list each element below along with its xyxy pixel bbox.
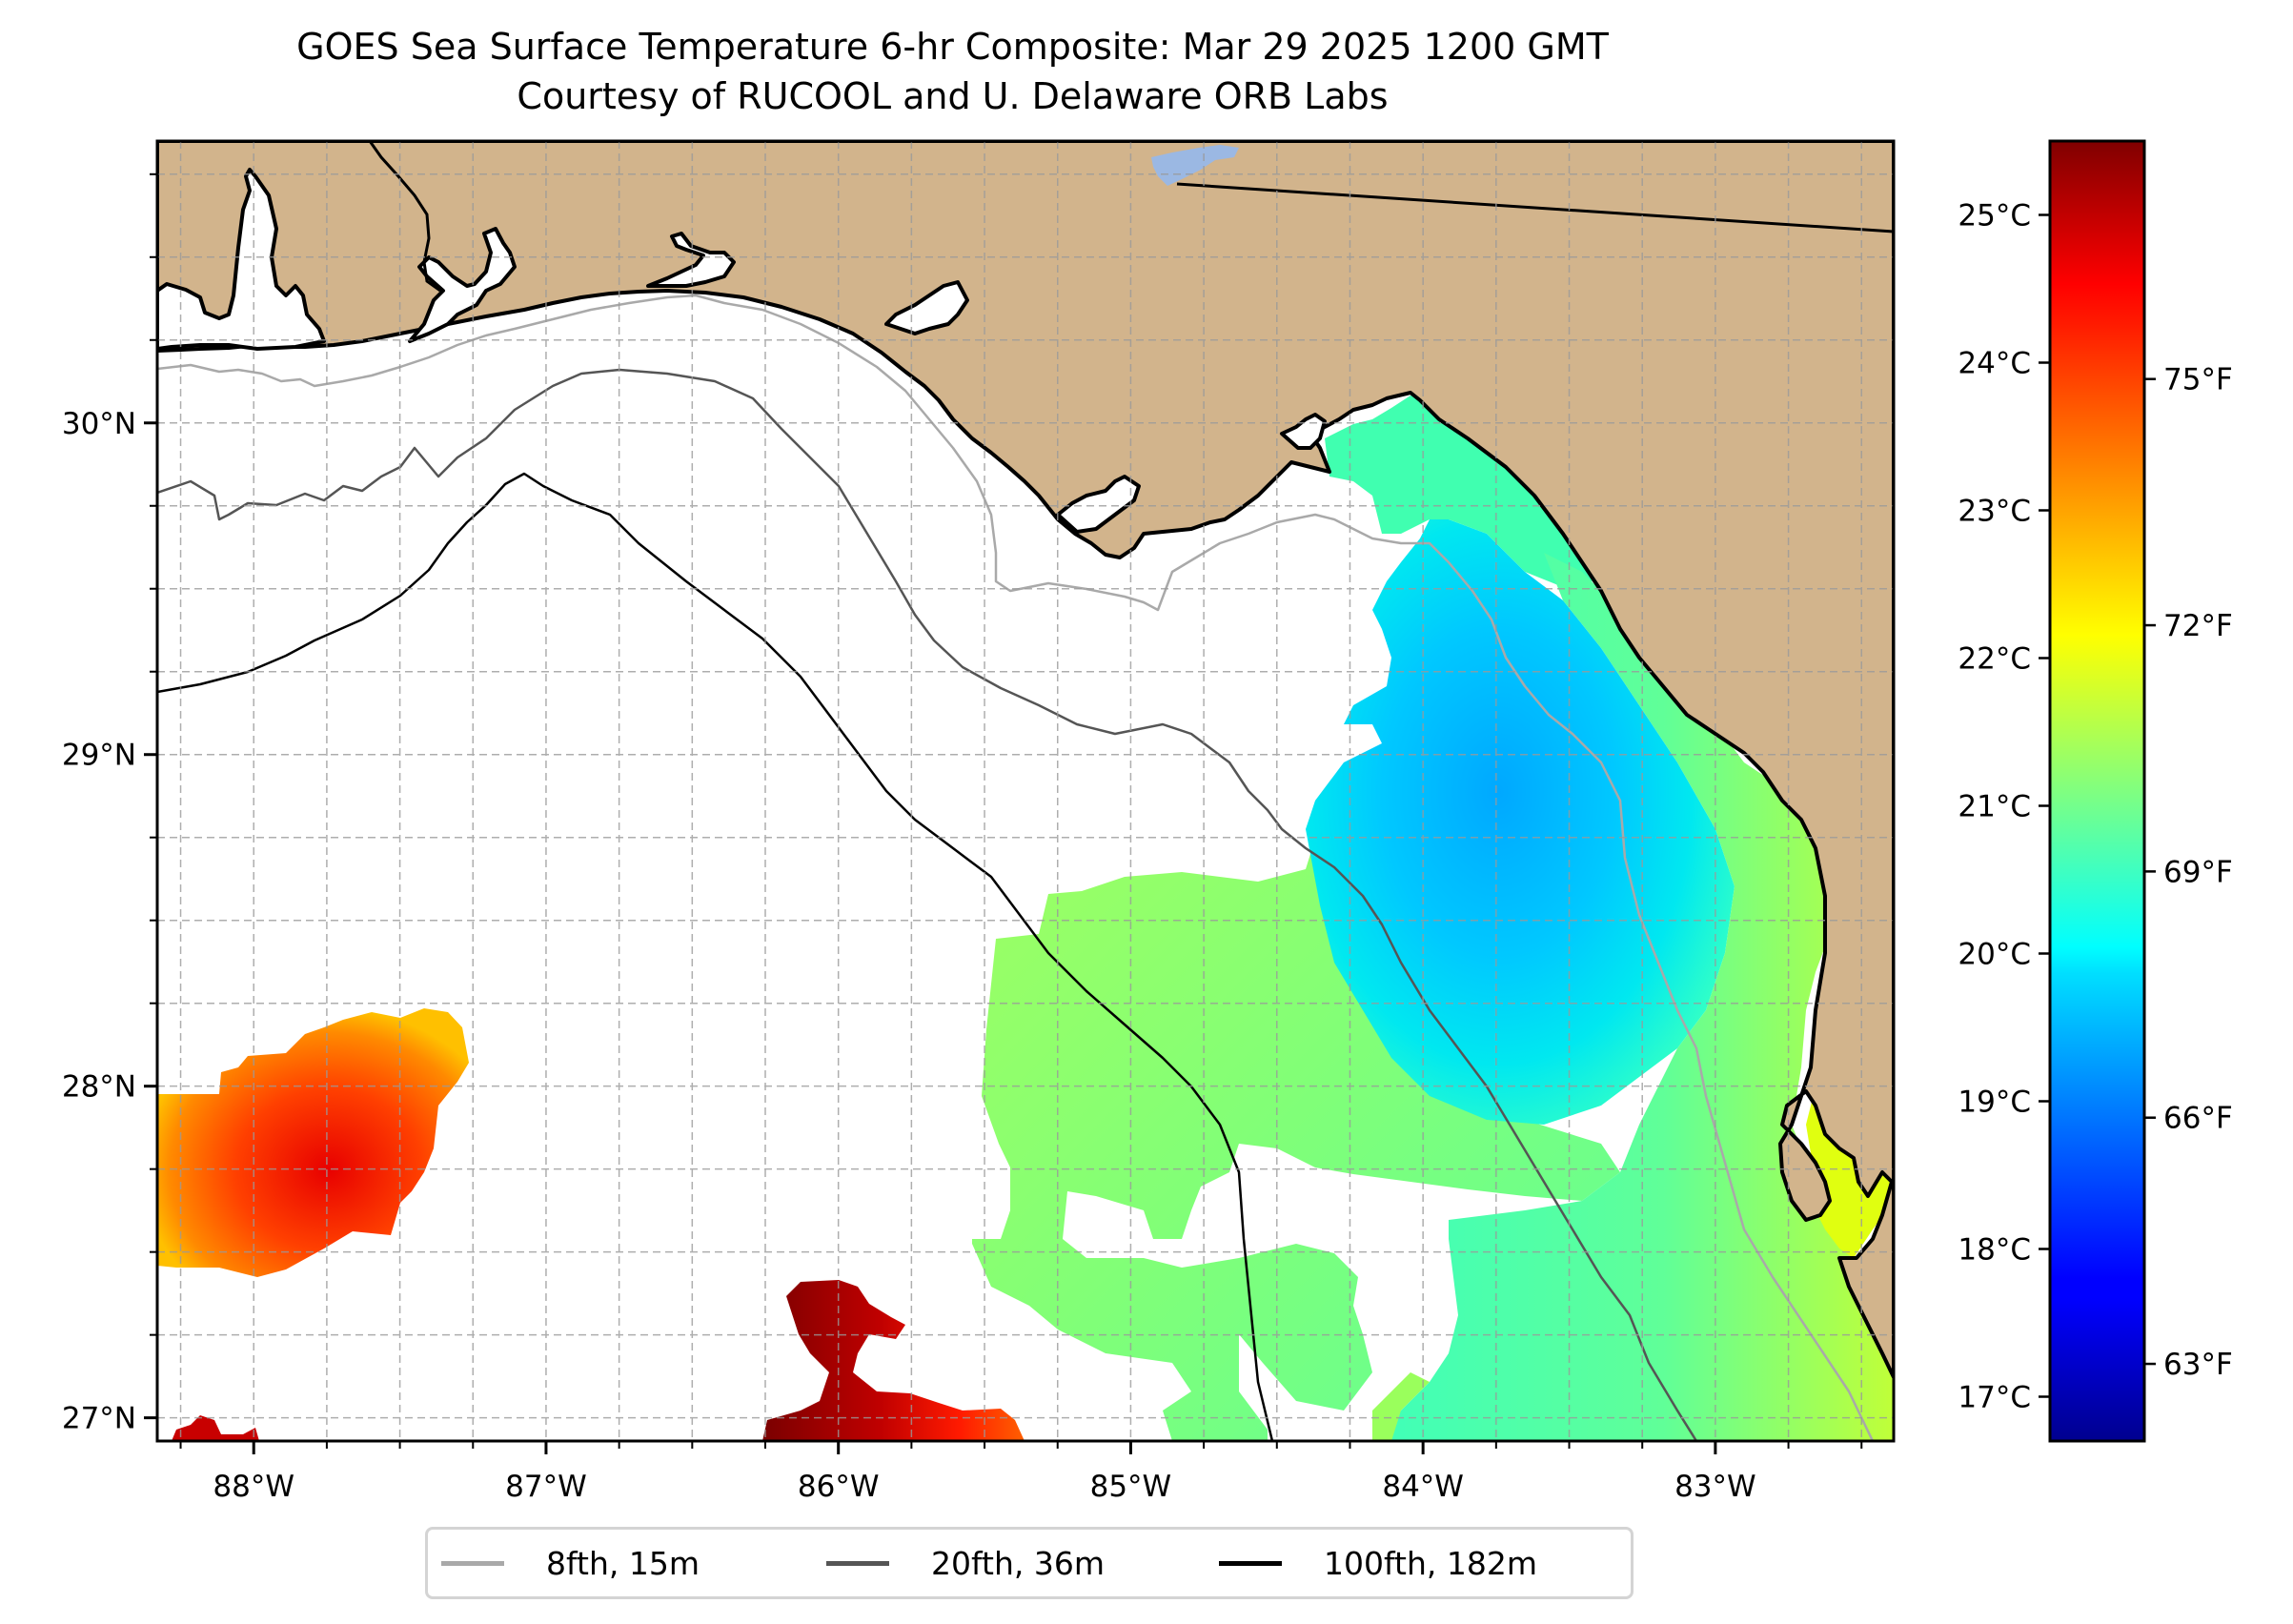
colorbar-celsius-label: 19°C xyxy=(1958,1086,2031,1120)
y-tick-label: 28°N xyxy=(62,1070,136,1105)
x-tick-label: 87°W xyxy=(505,1470,587,1504)
legend-label: 20fth, 36m xyxy=(931,1544,1105,1582)
x-tick-label: 85°W xyxy=(1090,1470,1172,1504)
legend: 8fth, 15m 20fth, 36m 100fth, 182m xyxy=(425,1527,1634,1599)
legend-item-20fth: 20fth, 36m xyxy=(826,1530,1105,1596)
sst-patch-big-bend-north xyxy=(1325,396,1611,591)
y-tick-label: 30°N xyxy=(62,407,136,441)
colorbar-celsius-label: 24°C xyxy=(1958,347,2031,381)
sst-patch-central-shelf xyxy=(972,791,1620,1441)
sst-patch-south-central xyxy=(1372,1372,1430,1441)
colorbar-celsius-label: 22°C xyxy=(1958,642,2031,677)
chart-title: GOES Sea Surface Temperature 6-hr Compos… xyxy=(296,26,1609,68)
colorbar-fahrenheit-label: 69°F xyxy=(2163,855,2233,889)
choctawhatchee-bay xyxy=(646,232,736,288)
colorbar-fahrenheit-label: 72°F xyxy=(2163,609,2233,643)
contour-8fth-15m xyxy=(157,294,1875,1441)
colorbar-fahrenheit-label: 63°F xyxy=(2163,1348,2233,1382)
legend-swatch-100fth xyxy=(1219,1560,1282,1566)
bathymetry-contours xyxy=(157,294,1875,1441)
colorbar-celsius-label: 18°C xyxy=(1958,1233,2031,1268)
colorbar-ticks: 25°C 24°C 23°C 22°C 21°C 20°C 19°C 18°C 17°C 75°F… xyxy=(1958,199,2232,1415)
contour-100fth-182m xyxy=(157,472,1274,1441)
legend-item-8fth: 8fth, 15m xyxy=(441,1530,700,1596)
sst-patch-southwest-corner xyxy=(172,1415,259,1441)
sst-patch-south-86w xyxy=(762,1280,1025,1441)
land-mass xyxy=(157,141,1894,1379)
x-tick-label: 88°W xyxy=(213,1470,294,1504)
y-tick-label: 27°N xyxy=(62,1402,136,1436)
bays xyxy=(157,168,1327,534)
x-tick-label: 84°W xyxy=(1382,1470,1464,1504)
chart-subtitle: Courtesy of RUCOOL and U. Delaware ORB L… xyxy=(517,75,1389,117)
legend-item-100fth: 100fth, 182m xyxy=(1219,1530,1537,1596)
y-tick-label: 29°N xyxy=(62,739,136,773)
map-axes: 88°W 87°W 86°W 85°W 84°W 83°W 27°N 28°N 29°N 30°N xyxy=(62,173,1863,1504)
colorbar-celsius-label: 21°C xyxy=(1958,790,2031,824)
legend-label: 100fth, 182m xyxy=(1324,1544,1537,1582)
gridlines xyxy=(157,141,1894,1441)
colorbar-fahrenheit-label: 66°F xyxy=(2163,1102,2233,1136)
lake xyxy=(1151,145,1239,186)
mobile-bay xyxy=(157,168,326,351)
colorbar-celsius-label: 25°C xyxy=(1958,199,2031,233)
x-tick-label: 83°W xyxy=(1674,1470,1756,1504)
contour-20fth-36m xyxy=(157,368,1698,1441)
legend-swatch-20fth xyxy=(826,1560,889,1566)
sst-patch-cold-tongue xyxy=(1306,519,1735,1125)
sst-field xyxy=(157,396,1894,1441)
legend-label: 8fth, 15m xyxy=(546,1544,700,1582)
colorbar-celsius-label: 20°C xyxy=(1958,938,2031,972)
state-boundary-al xyxy=(368,141,441,293)
colorbar xyxy=(2048,139,2146,1443)
state-boundary xyxy=(1176,182,1894,233)
map-frame xyxy=(155,139,1896,1443)
x-tick-label: 86°W xyxy=(798,1470,880,1504)
legend-swatch-8fth xyxy=(441,1560,504,1566)
colorbar-celsius-label: 23°C xyxy=(1958,495,2031,529)
sst-patch-west xyxy=(157,1008,469,1277)
colorbar-fahrenheit-label: 75°F xyxy=(2163,363,2233,397)
colorbar-celsius-label: 17°C xyxy=(1958,1381,2031,1415)
apalachicola-bay xyxy=(1056,475,1141,534)
sst-patch-west-florida-nearshore xyxy=(1382,553,1894,1441)
